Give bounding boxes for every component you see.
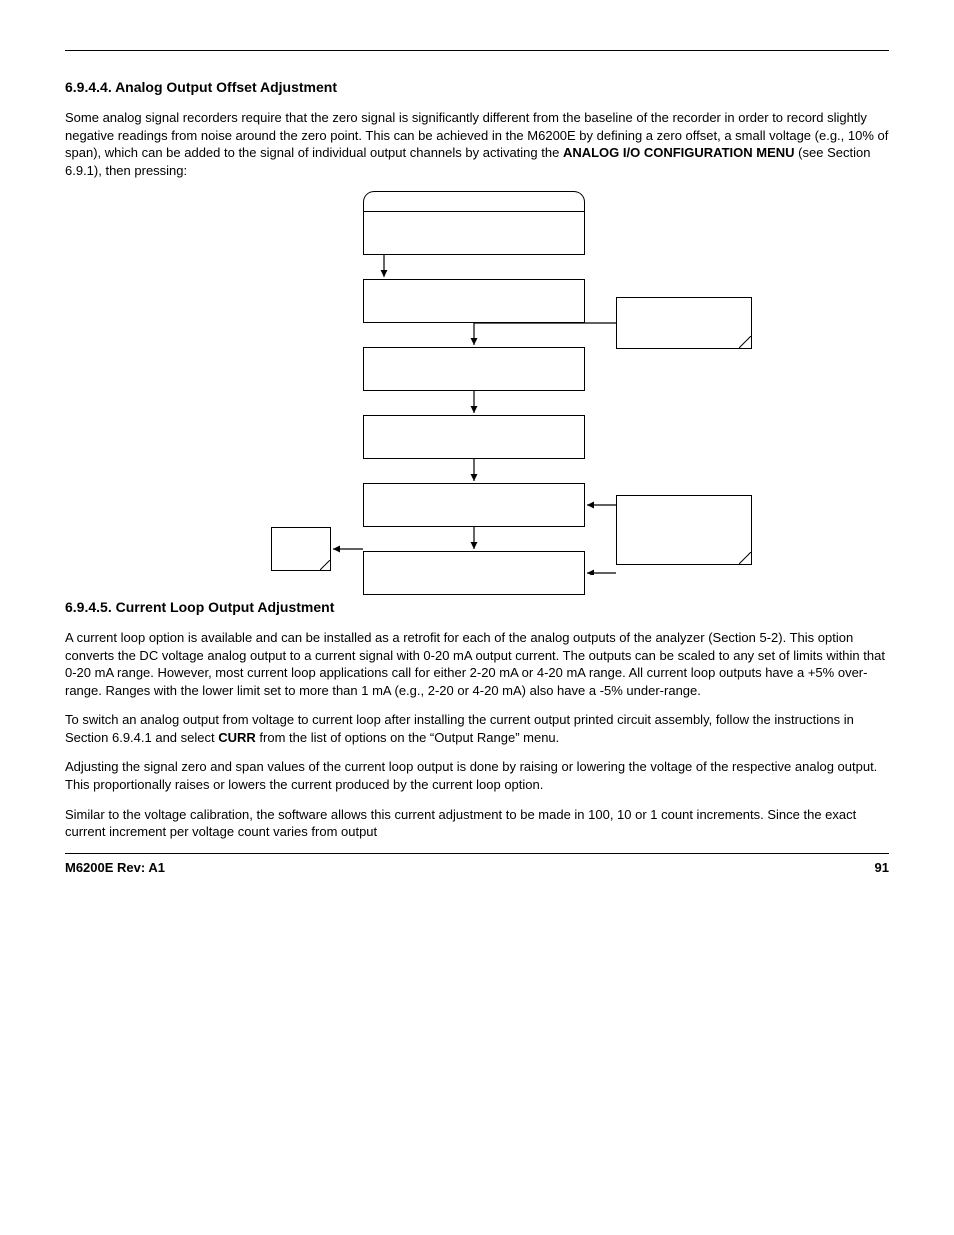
section1-para1: Some analog signal recorders require tha… [65, 109, 889, 179]
section1-para1-bold: ANALOG I/O CONFIGURATION MENU [563, 145, 795, 160]
diagram-note-1 [616, 297, 752, 349]
heading-6-9-4-4: 6.9.4.4. Analog Output Offset Adjustment [65, 79, 889, 95]
section2-para1: A current loop option is available and c… [65, 629, 889, 699]
diagram-note-3 [271, 527, 331, 571]
flow-diagram [180, 191, 774, 575]
heading-6-9-4-5: 6.9.4.5. Current Loop Output Adjustment [65, 599, 889, 615]
footer: M6200E Rev: A1 91 [65, 853, 889, 875]
section2-para2-bold: CURR [218, 730, 256, 745]
diagram-box-5 [363, 483, 585, 527]
footer-right: 91 [875, 860, 889, 875]
footer-left: M6200E Rev: A1 [65, 860, 165, 875]
section2-para2-text2: from the list of options on the “Output … [256, 730, 560, 745]
diagram-box-4 [363, 415, 585, 459]
diagram-note-2 [616, 495, 752, 565]
section2-para2: To switch an analog output from voltage … [65, 711, 889, 746]
diagram-box-3 [363, 347, 585, 391]
diagram-tab [363, 191, 585, 213]
section2-para3: Adjusting the signal zero and span value… [65, 758, 889, 793]
diagram-box-1 [363, 211, 585, 255]
top-rule [65, 50, 889, 51]
diagram-box-2 [363, 279, 585, 323]
section2-para4: Similar to the voltage calibration, the … [65, 806, 889, 841]
diagram-box-6 [363, 551, 585, 595]
